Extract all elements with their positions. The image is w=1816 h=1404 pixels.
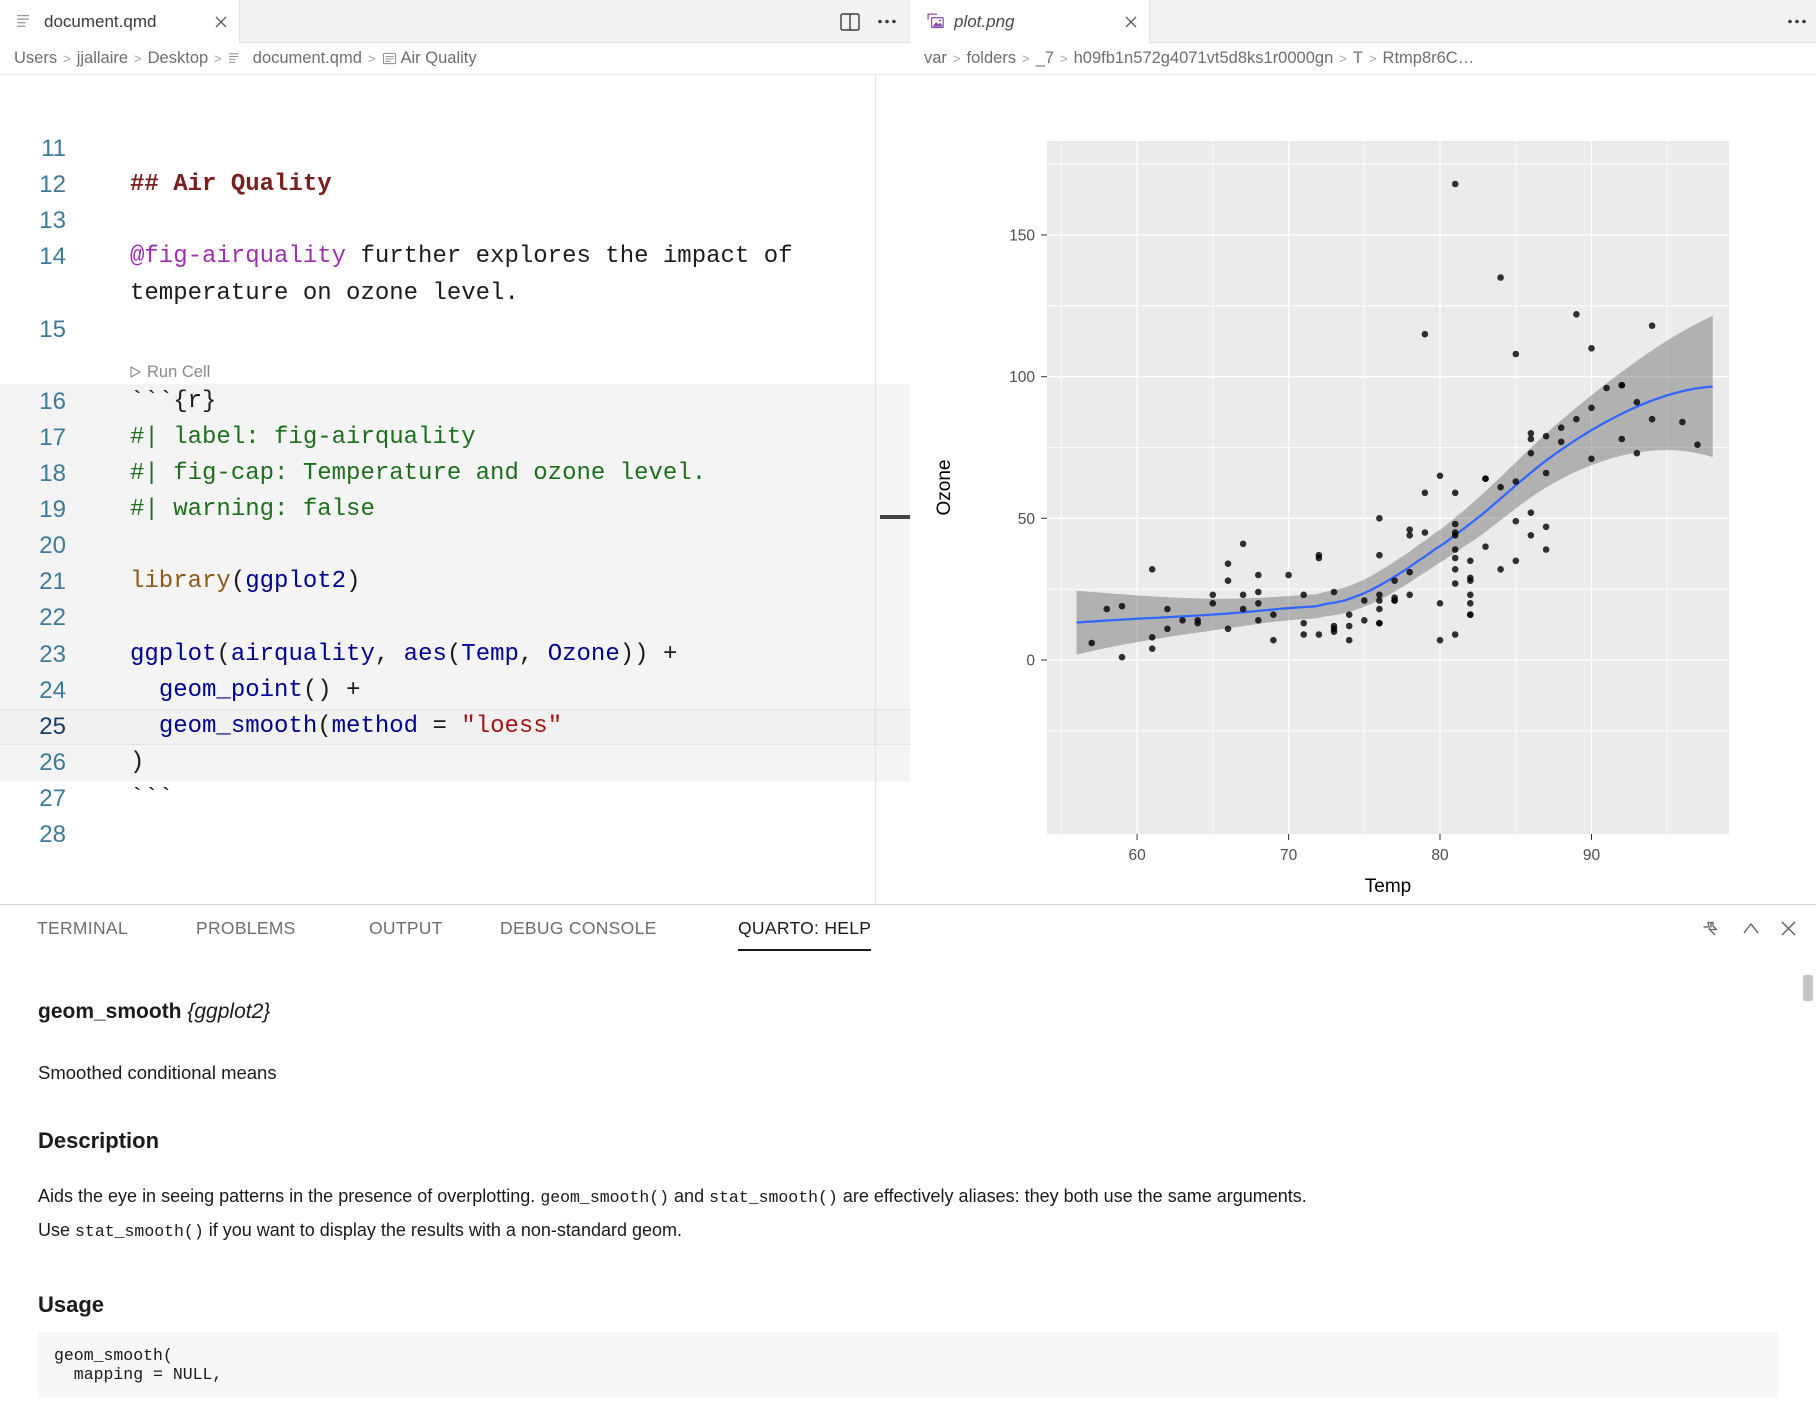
svg-text:80: 80 [1431, 847, 1449, 864]
svg-text:90: 90 [1583, 847, 1601, 864]
svg-text:50: 50 [1018, 511, 1036, 528]
svg-text:70: 70 [1280, 847, 1298, 864]
svg-text:0: 0 [1026, 653, 1035, 670]
svg-text:Ozone: Ozone [934, 460, 955, 516]
svg-text:100: 100 [1009, 369, 1035, 386]
svg-text:Temp: Temp [1365, 876, 1411, 897]
svg-text:150: 150 [1009, 228, 1035, 245]
svg-text:60: 60 [1128, 847, 1146, 864]
